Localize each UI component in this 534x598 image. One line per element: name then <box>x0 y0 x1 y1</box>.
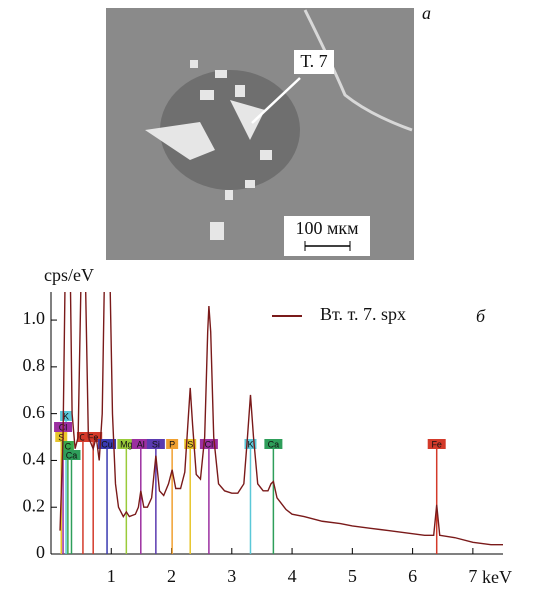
x-tick-label: 2 <box>167 566 176 586</box>
y-tick-label: 1.0 <box>23 308 46 328</box>
element-label: C <box>65 441 72 451</box>
element-tag <box>166 439 179 449</box>
element-tag <box>117 439 136 449</box>
panel-label: а <box>422 3 431 23</box>
element-tag <box>427 439 446 449</box>
element-label: Fe <box>88 432 99 442</box>
x-tick-label: 7 <box>468 566 477 586</box>
y-tick-label: 0.2 <box>23 495 46 515</box>
sem-image: Т. 7 100 мкм <box>106 8 414 260</box>
element-label: Cu <box>101 439 113 449</box>
element-tag <box>62 450 81 460</box>
element-label: S <box>187 439 193 449</box>
y-tick-label: 0 <box>36 542 45 562</box>
element-label: K <box>247 439 253 449</box>
element-tag <box>61 441 74 451</box>
element-tag <box>55 432 68 442</box>
element-tag <box>244 439 257 449</box>
element-tag <box>76 432 89 442</box>
x-tick-label: 5 <box>348 566 357 586</box>
element-label: K <box>63 411 69 421</box>
element-tag <box>199 439 218 449</box>
element-tag <box>98 439 117 449</box>
element-label: Mg <box>120 439 133 449</box>
element-tag <box>60 411 73 421</box>
element-label: S <box>58 432 64 442</box>
element-tag <box>131 439 150 449</box>
x-tick-label: 6 <box>408 566 417 586</box>
legend-label: Вт. т. 7. spx <box>320 304 406 324</box>
element-label: Cl <box>205 439 214 449</box>
x-tick-label: 4 <box>288 566 297 586</box>
element-tag <box>146 439 165 449</box>
element-label: Ca <box>268 439 280 449</box>
element-label: P <box>169 439 175 449</box>
element-label: Fe <box>431 439 442 449</box>
element-label: Ca <box>66 450 78 460</box>
scale-bar-label: 100 мкм <box>295 218 358 238</box>
y-tick-label: 0.6 <box>23 402 46 422</box>
element-label: O <box>79 432 86 442</box>
x-tick-label: 1 <box>107 566 116 586</box>
spectrum-line <box>59 292 503 546</box>
element-tag <box>84 432 103 442</box>
element-tag <box>184 439 197 449</box>
x-tick-label: 3 <box>227 566 236 586</box>
element-label: Si <box>152 439 160 449</box>
point-label: Т. 7 <box>300 51 327 71</box>
x-axis-label: keV <box>482 567 512 587</box>
y-tick-label: 0.8 <box>23 355 46 375</box>
element-label: Al <box>137 439 145 449</box>
y-axis-label: cps/eV <box>44 265 94 285</box>
element-tag <box>264 439 283 449</box>
panel-label: б <box>476 306 486 326</box>
y-tick-label: 0.4 <box>23 449 46 469</box>
